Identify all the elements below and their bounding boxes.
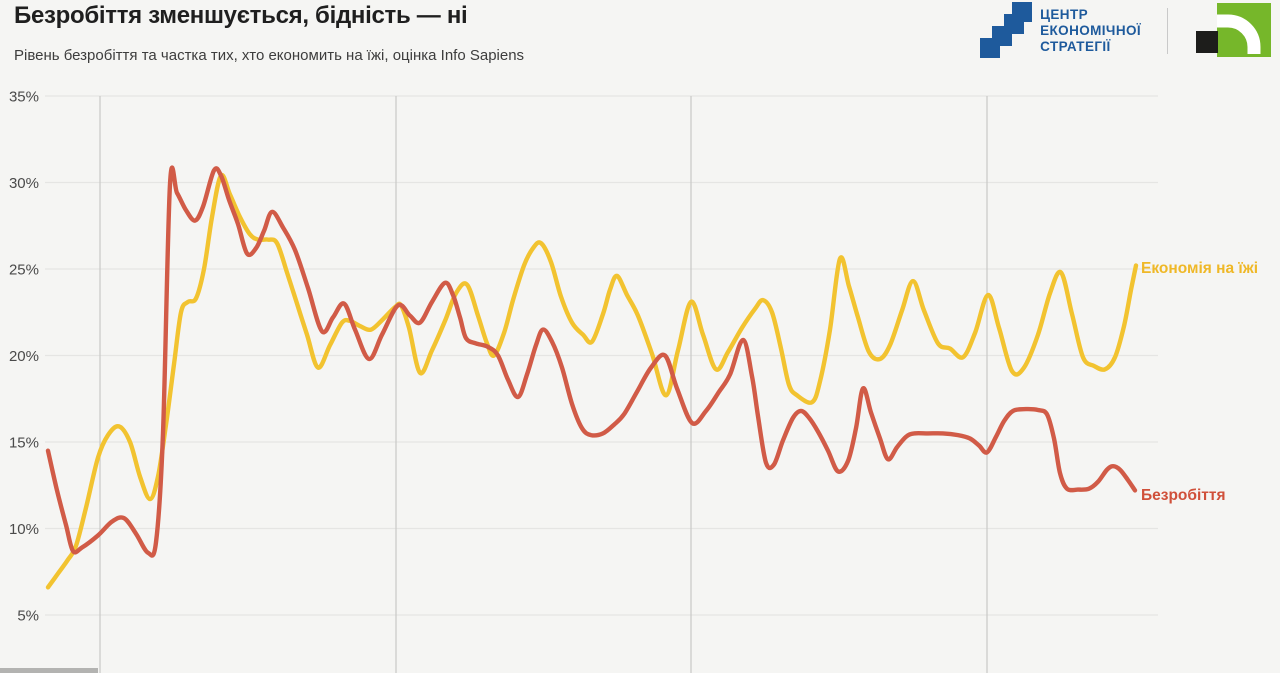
ces-logo-line: ЕКОНОМІЧНОЇ	[1040, 23, 1141, 38]
logo-divider	[1167, 8, 1168, 54]
series-label: Економія на їжі	[1141, 260, 1258, 277]
chart-header: Безробіття зменшується, бідність — ні Рі…	[14, 2, 524, 64]
y-axis-tick-label: 30%	[9, 175, 39, 192]
y-axis-tick-label: 35%	[9, 89, 39, 106]
series-line-unemployment	[45, 165, 1138, 558]
page-title: Безробіття зменшується, бідність — ні	[14, 2, 468, 29]
y-axis-tick-label: 25%	[9, 262, 39, 279]
bottom-edge-strip	[0, 668, 98, 673]
partner-logo-black-square	[1196, 31, 1218, 53]
y-axis-tick-label: 5%	[17, 608, 39, 625]
ces-logo-line: ЦЕНТР	[1040, 7, 1089, 22]
ces-logo-text: ЦЕНТР ЕКОНОМІЧНОЇ СТРАТЕГІЇ	[1040, 7, 1141, 55]
series-label: Безробіття	[1141, 487, 1226, 504]
chart-subtitle: Рівень безробіття та частка тих, хто еко…	[14, 47, 525, 64]
ces-logo-line: СТРАТЕГІЇ	[1040, 39, 1111, 54]
y-axis-tick-label: 15%	[9, 435, 39, 452]
ces-stairs-icon	[980, 2, 1033, 58]
series-line-food-economy	[45, 172, 1139, 590]
partner-logo-arc	[1217, 14, 1261, 54]
y-axis-tick-label: 10%	[9, 521, 39, 538]
ces-logo: ЦЕНТР ЕКОНОМІЧНОЇ СТРАТЕГІЇ	[980, 2, 1141, 60]
logo-block: ЦЕНТР ЕКОНОМІЧНОЇ СТРАТЕГІЇ	[980, 0, 1272, 62]
y-axis-tick-label: 20%	[9, 348, 39, 365]
partner-bank-logo	[1196, 3, 1271, 57]
